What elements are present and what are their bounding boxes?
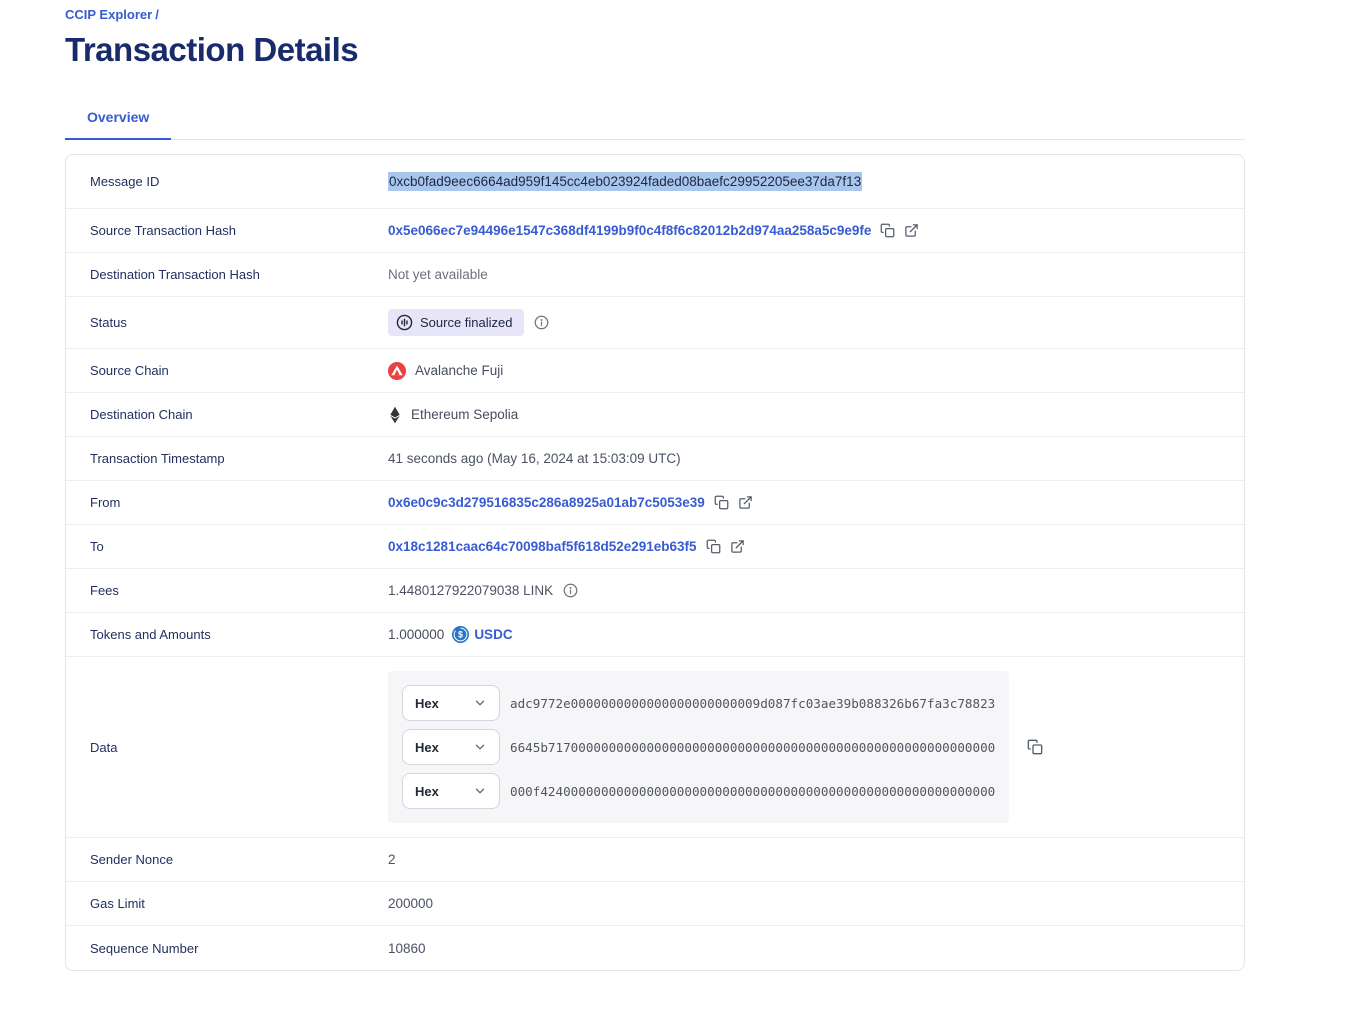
fees-label: Fees: [66, 583, 388, 598]
row-to: To 0x18c1281caac64c70098baf5f618d52e291e…: [66, 525, 1244, 569]
copy-icon[interactable]: [880, 223, 895, 238]
copy-icon[interactable]: [714, 495, 729, 510]
status-badge: Source finalized: [388, 309, 524, 336]
row-destination-chain: Destination Chain Ethereum Sepolia: [66, 393, 1244, 437]
data-line: Hex 6645b7170000000000000000000000000000…: [402, 729, 995, 765]
usdc-icon: $: [452, 626, 469, 643]
transaction-details-page: CCIP Explorer/ Transaction Details Overv…: [0, 0, 1245, 971]
row-gas-limit: Gas Limit 200000: [66, 882, 1244, 926]
to-address-link[interactable]: 0x18c1281caac64c70098baf5f618d52e291eb63…: [388, 539, 697, 554]
data-line: Hex adc9772e0000000000000000000000009d08…: [402, 685, 995, 721]
tab-bar: Overview: [65, 109, 1245, 140]
source-chain-label: Source Chain: [66, 363, 388, 378]
info-icon[interactable]: [534, 315, 549, 330]
gas-limit-value: 200000: [388, 896, 433, 911]
data-label: Data: [66, 740, 388, 755]
row-data: Data Hex adc9772e00000000000000000000000…: [66, 657, 1244, 838]
data-hex-value: adc9772e0000000000000000000000009d087fc0…: [510, 696, 995, 711]
data-format-selected: Hex: [415, 740, 439, 755]
destination-transaction-hash-label: Destination Transaction Hash: [66, 267, 388, 282]
external-link-icon[interactable]: [730, 539, 745, 554]
sender-nonce-value: 2: [388, 852, 396, 867]
breadcrumb-ccip-explorer-link[interactable]: CCIP Explorer: [65, 7, 152, 22]
message-id-label: Message ID: [66, 174, 388, 189]
data-format-selected: Hex: [415, 784, 439, 799]
row-transaction-timestamp: Transaction Timestamp 41 seconds ago (Ma…: [66, 437, 1244, 481]
external-link-icon[interactable]: [738, 495, 753, 510]
sequence-number-label: Sequence Number: [66, 941, 388, 956]
data-format-select[interactable]: Hex: [402, 773, 500, 809]
source-transaction-hash-link[interactable]: 0x5e066ec7e94496e1547c368df4199b9f0c4f8f…: [388, 223, 871, 238]
from-label: From: [66, 495, 388, 510]
row-message-id: Message ID 0xcb0fad9eec6664ad959f145cc4e…: [66, 155, 1244, 209]
svg-text:$: $: [458, 630, 463, 640]
destination-chain-name: Ethereum Sepolia: [411, 407, 518, 422]
data-format-select[interactable]: Hex: [402, 729, 500, 765]
data-format-select[interactable]: Hex: [402, 685, 500, 721]
chevron-down-icon: [473, 740, 487, 754]
gas-limit-label: Gas Limit: [66, 896, 388, 911]
transaction-timestamp-label: Transaction Timestamp: [66, 451, 388, 466]
row-source-chain: Source Chain Avalanche Fuji: [66, 349, 1244, 393]
chevron-down-icon: [473, 784, 487, 798]
sequence-number-value: 10860: [388, 941, 426, 956]
external-link-icon[interactable]: [904, 223, 919, 238]
transaction-timestamp-value: 41 seconds ago (May 16, 2024 at 15:03:09…: [388, 451, 681, 466]
info-icon[interactable]: [563, 583, 578, 598]
row-fees: Fees 1.4480127922079038 LINK: [66, 569, 1244, 613]
from-address-link[interactable]: 0x6e0c9c3d279516835c286a8925a01ab7c5053e…: [388, 495, 705, 510]
token-amount: 1.000000: [388, 627, 444, 642]
row-sequence-number: Sequence Number 10860: [66, 926, 1244, 970]
destination-transaction-hash-value: Not yet available: [388, 267, 488, 282]
destination-chain-label: Destination Chain: [66, 407, 388, 422]
status-label: Status: [66, 315, 388, 330]
row-tokens-and-amounts: Tokens and Amounts 1.000000 $ USDC: [66, 613, 1244, 657]
status-badge-text: Source finalized: [420, 315, 513, 330]
data-hex-value: 000f424000000000000000000000000000000000…: [510, 784, 995, 799]
source-chain-name: Avalanche Fuji: [415, 363, 503, 378]
message-id-value[interactable]: 0xcb0fad9eec6664ad959f145cc4eb023924fade…: [388, 172, 862, 191]
tokens-and-amounts-label: Tokens and Amounts: [66, 627, 388, 642]
data-line: Hex 000f42400000000000000000000000000000…: [402, 773, 995, 809]
tab-overview[interactable]: Overview: [65, 109, 171, 140]
page-title: Transaction Details: [65, 31, 1245, 69]
copy-icon[interactable]: [706, 539, 721, 554]
data-hex-box: Hex adc9772e0000000000000000000000009d08…: [388, 671, 1009, 823]
to-label: To: [66, 539, 388, 554]
source-transaction-hash-label: Source Transaction Hash: [66, 223, 388, 238]
data-format-selected: Hex: [415, 696, 439, 711]
chevron-down-icon: [473, 696, 487, 710]
breadcrumb-separator: /: [155, 7, 159, 22]
broadcast-icon: [396, 314, 413, 331]
row-source-transaction-hash: Source Transaction Hash 0x5e066ec7e94496…: [66, 209, 1244, 253]
row-from: From 0x6e0c9c3d279516835c286a8925a01ab7c…: [66, 481, 1244, 525]
row-sender-nonce: Sender Nonce 2: [66, 838, 1244, 882]
copy-icon[interactable]: [1027, 739, 1043, 755]
data-hex-value: 6645b71700000000000000000000000000000000…: [510, 740, 995, 755]
sender-nonce-label: Sender Nonce: [66, 852, 388, 867]
token-symbol-link[interactable]: USDC: [474, 627, 512, 642]
row-status: Status Source finalized: [66, 297, 1244, 349]
ethereum-icon: [388, 406, 402, 424]
transaction-details-card: Message ID 0xcb0fad9eec6664ad959f145cc4e…: [65, 154, 1245, 971]
breadcrumb: CCIP Explorer/: [65, 7, 1245, 22]
fees-value: 1.4480127922079038 LINK: [388, 583, 553, 598]
row-destination-transaction-hash: Destination Transaction Hash Not yet ava…: [66, 253, 1244, 297]
avalanche-icon: [388, 362, 406, 380]
